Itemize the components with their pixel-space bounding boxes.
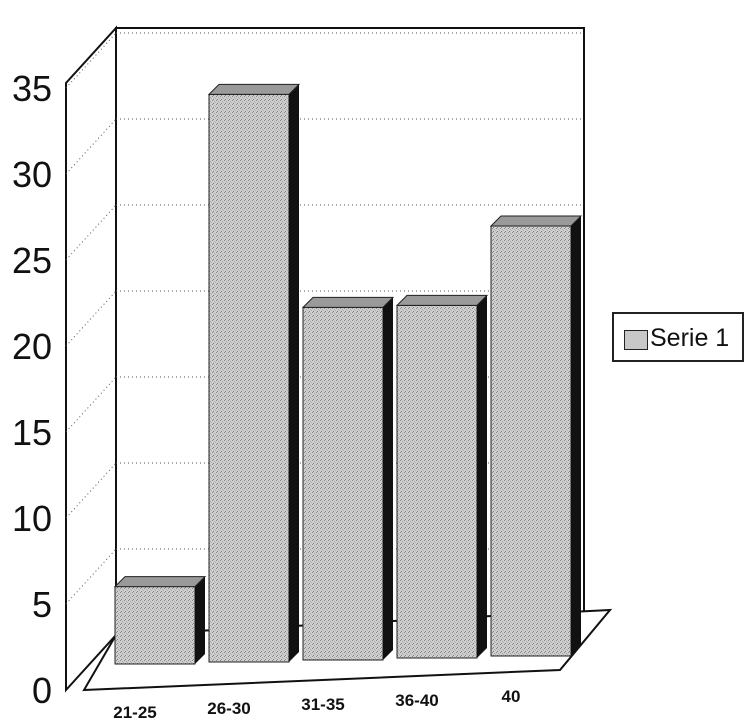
bar-side [477, 295, 487, 658]
legend-swatch [624, 330, 648, 350]
y-tick-label: 30 [12, 154, 52, 195]
x-tick-label: 26-30 [207, 699, 250, 718]
y-tick-label: 25 [12, 240, 52, 281]
y-tick-label: 5 [32, 584, 52, 625]
gridline-side [65, 462, 117, 519]
bar [489, 215, 583, 657]
legend-label-serie-1: Serie 1 [650, 324, 730, 352]
x-tick-label: 40 [502, 687, 521, 706]
gridline-side [65, 32, 117, 89]
gridline-side [65, 204, 117, 261]
bar-top [489, 215, 583, 227]
bar-front [302, 306, 384, 661]
bar [395, 294, 489, 659]
gridlines [65, 32, 584, 605]
y-tick-label: 15 [12, 412, 52, 453]
x-tick-label: 31-35 [301, 695, 344, 714]
bar-front [396, 304, 478, 659]
bar-side [289, 84, 299, 662]
left-wall [65, 25, 117, 693]
bar-front [114, 586, 196, 665]
bar-top [301, 296, 395, 308]
bars [113, 83, 583, 665]
x-axis: 21-25 26-30 31-35 36-40 40 [113, 687, 520, 722]
y-tick-label: 10 [12, 498, 52, 539]
gridline-side [65, 548, 117, 605]
bar [113, 576, 207, 665]
bar-side [571, 216, 581, 656]
y-tick-label: 0 [32, 670, 52, 711]
x-tick-label: 36-40 [395, 691, 438, 710]
bar [301, 296, 395, 661]
bar-front [490, 225, 572, 657]
bar-top [395, 294, 489, 306]
legend: Serie 1 [612, 312, 744, 362]
bar-top [113, 576, 207, 588]
bar-top [207, 83, 301, 95]
bar-side [383, 297, 393, 660]
bar [207, 83, 301, 663]
bar-side [195, 576, 205, 664]
y-axis: 0 5 10 15 20 25 30 35 [12, 68, 52, 711]
x-tick-label: 21-25 [113, 703, 156, 722]
y-tick-label: 35 [12, 68, 52, 109]
gridline-side [65, 376, 117, 433]
gridline-side [65, 290, 117, 347]
gridline-side [65, 118, 117, 175]
y-tick-label: 20 [12, 326, 52, 367]
bar-front [208, 93, 290, 663]
